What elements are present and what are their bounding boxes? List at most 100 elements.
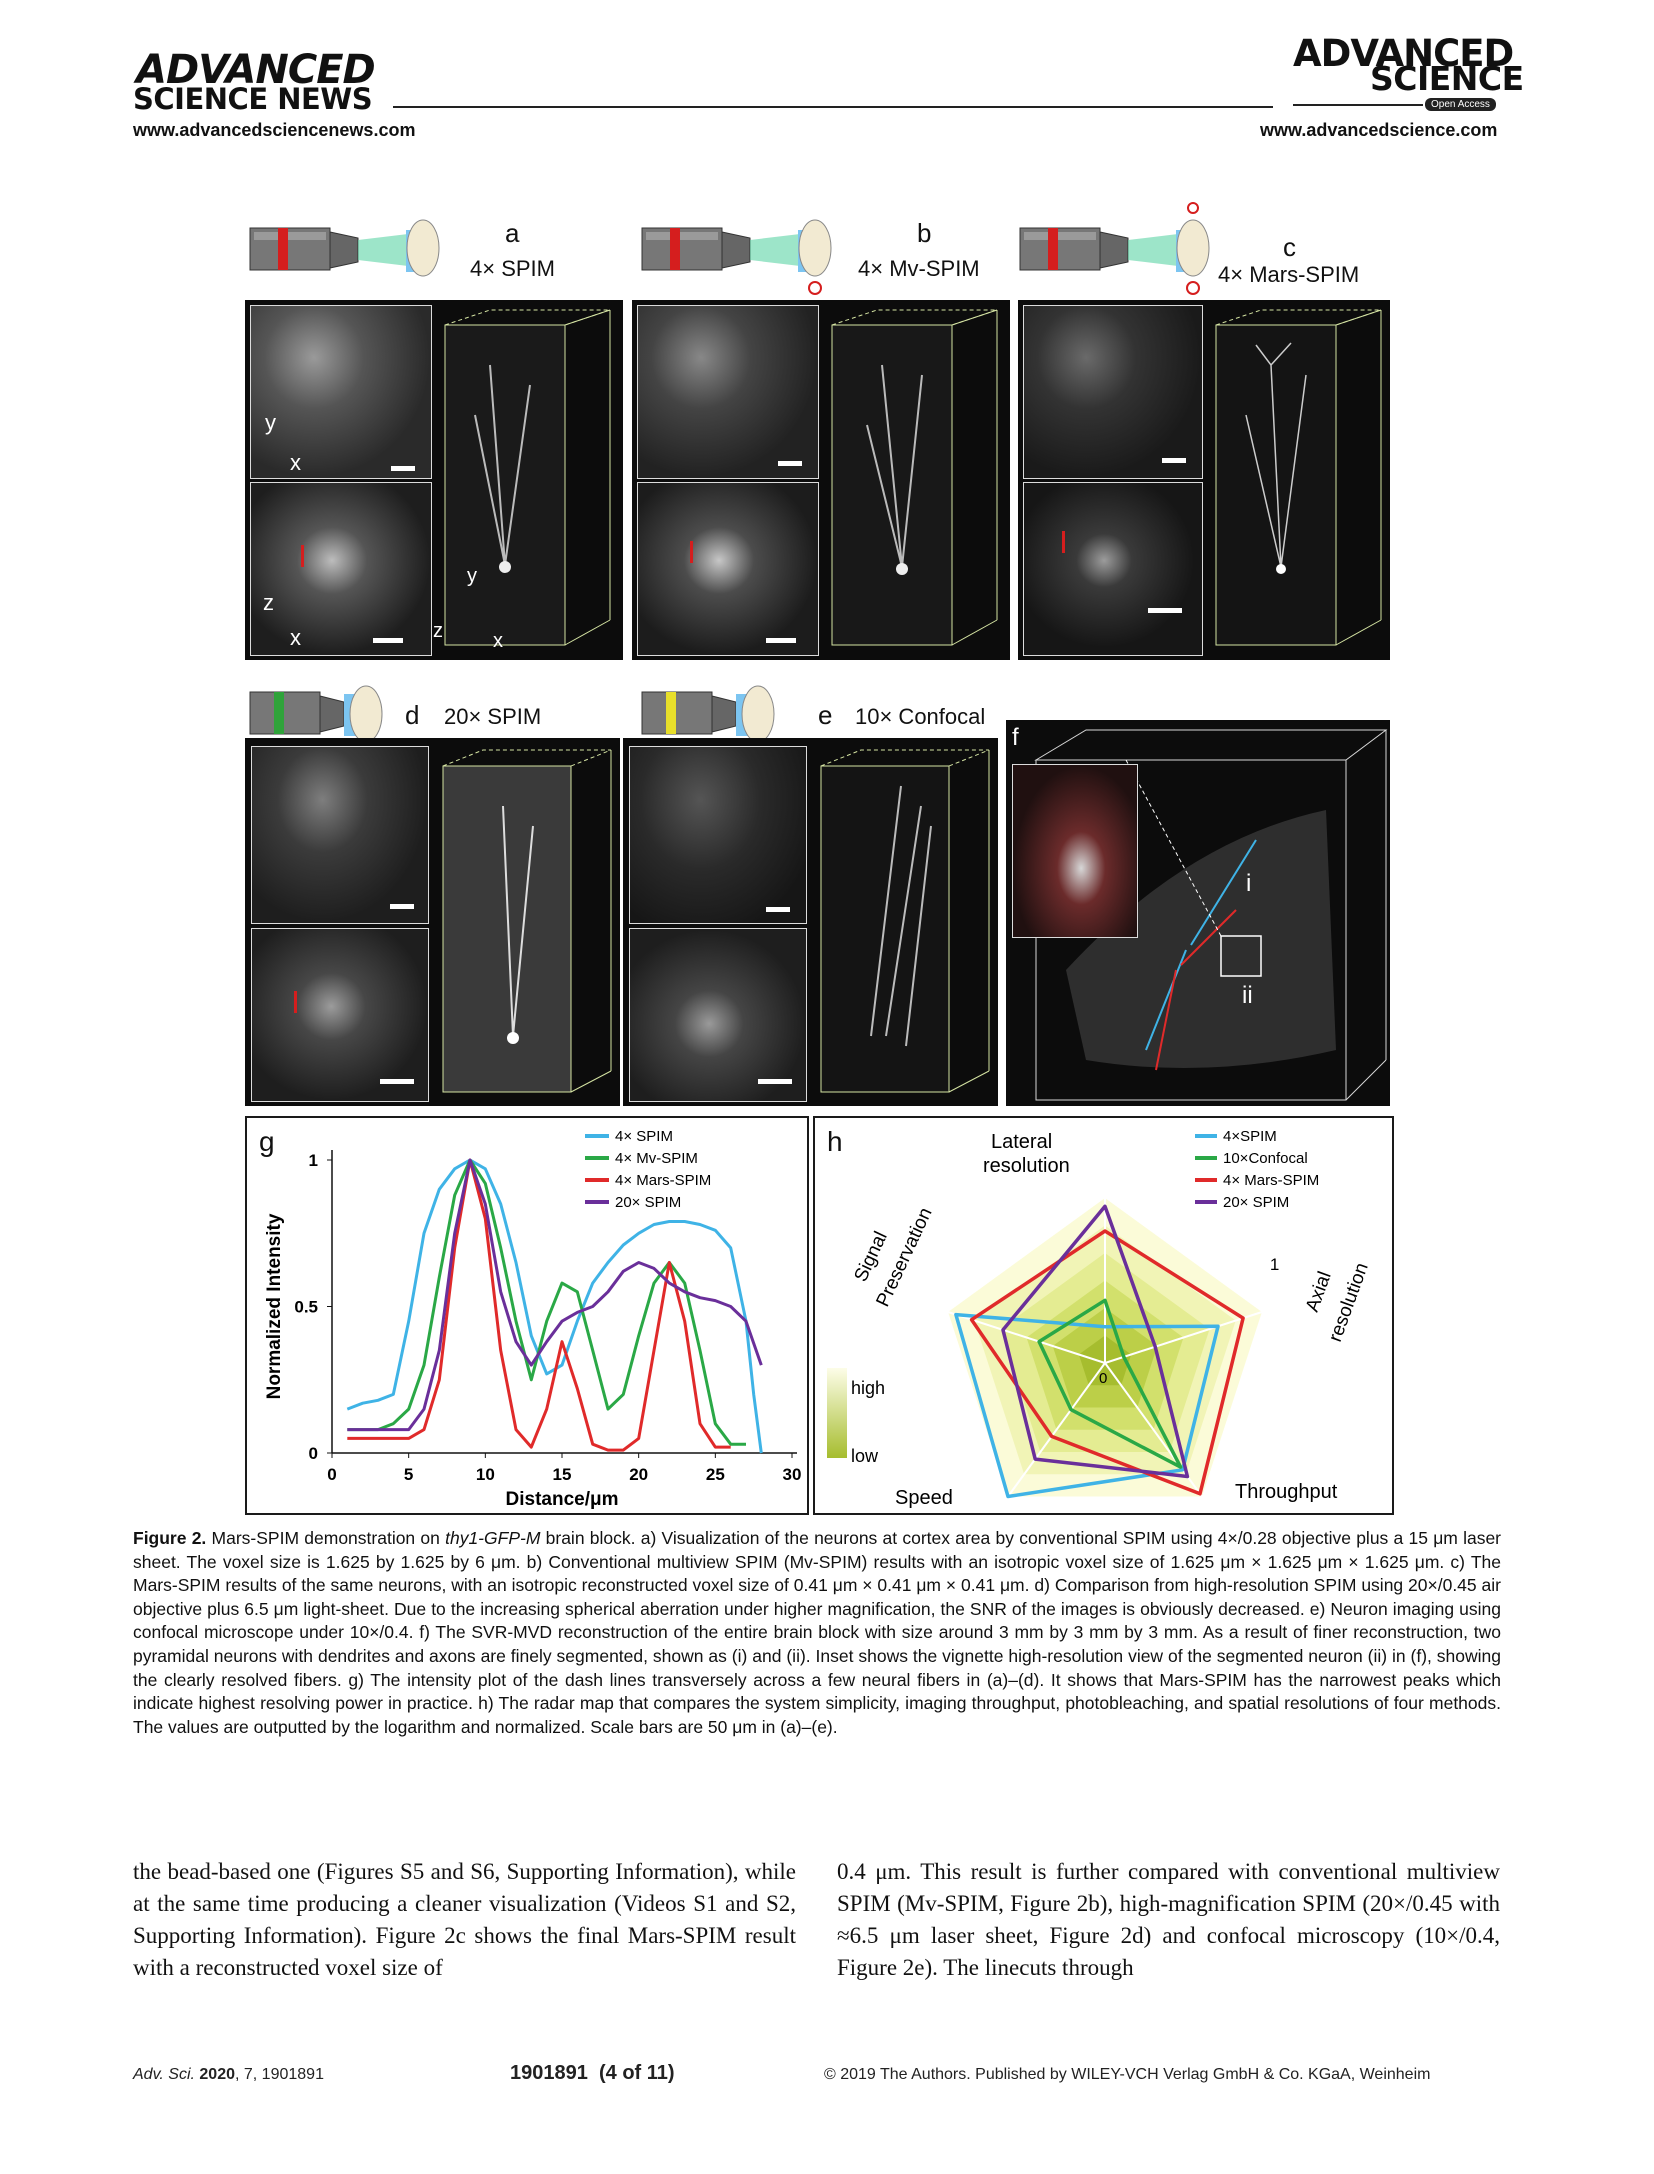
series-line-3 <box>347 1158 763 1432</box>
axis-label-lateral: Lateral <box>991 1131 1052 1153</box>
legend-label: 4× Mars-SPIM <box>615 1172 711 1189</box>
x-axis-title: Distance/μm <box>506 1489 619 1510</box>
series-line-2 <box>347 1158 731 1452</box>
footer-page-number: 1901891 (4 of 11) <box>510 2062 675 2084</box>
radar-series-1 <box>1037 1298 1183 1469</box>
footer-copyright: © 2019 The Authors. Published by WILEY-V… <box>824 2066 1431 2083</box>
footer-journal: Adv. Sci. <box>133 2066 195 2083</box>
colorbar-low-label: low <box>851 1446 879 1466</box>
linecut-marker <box>690 541 693 563</box>
scale-bar <box>778 461 802 466</box>
footer-citation: Adv. Sci. 2020, 7, 1901891 <box>133 2066 324 2084</box>
body-right-column: 0.4 μm. This result is further compared … <box>837 1859 1500 1980</box>
left-url[interactable]: www.advancedsciencenews.com <box>133 120 416 140</box>
series-line-0 <box>346 1158 763 1454</box>
panel-b-3d-volume <box>831 309 998 646</box>
y-axis-title: Normalized Intensity <box>264 1213 285 1399</box>
panel-c-letter: c <box>1283 232 1296 262</box>
y-tick-label: 0.5 <box>294 1298 318 1317</box>
panel-b-title: 4× Mv-SPIM <box>858 256 980 281</box>
panel-b-xz-view <box>637 482 819 656</box>
intensity-line-chart: 0 5 10 15 20 25 30 0 0.5 1 Distance/μm Normalized I… <box>264 1128 802 1510</box>
colorbar <box>827 1368 847 1458</box>
legend-label: 20× SPIM <box>615 1194 681 1211</box>
axis-label-y: y <box>265 410 276 435</box>
panel-d-letter: d <box>405 700 420 730</box>
x-tick-label: 5 <box>404 1465 413 1484</box>
scale-bar <box>1148 608 1182 613</box>
right-url[interactable]: www.advancedscience.com <box>1260 120 1498 140</box>
panel-c-xz-view <box>1023 482 1203 656</box>
radar-tick-0: 0 <box>1099 1370 1107 1387</box>
panel-d-xz-view <box>251 928 429 1102</box>
panel-h: h high low 0 1 4×SPIM 10×Confocal 4× Mars-SPIM… <box>813 1116 1394 1515</box>
footer-year: 2020 <box>194 2066 235 2083</box>
right-logo-line2: SCIENCE <box>1370 59 1524 98</box>
radar-series-3 <box>1001 1204 1190 1479</box>
panel-f-inset <box>1012 764 1138 938</box>
y-tick-label: 1 <box>309 1151 318 1170</box>
figure-caption: Figure 2. Mars-SPIM demonstration on thy… <box>133 1527 1501 1739</box>
x-tick-label: 10 <box>476 1465 495 1484</box>
axis-label-x: x <box>290 625 301 650</box>
radar-series-2 <box>969 1229 1245 1496</box>
panel-g-letter: g <box>259 1126 275 1157</box>
panel-a-letter: a <box>505 218 520 248</box>
scale-bar <box>390 904 414 909</box>
panel-c-3d-volume <box>1215 309 1382 646</box>
series-line-1 <box>347 1158 746 1446</box>
panel-e-xz-view <box>629 928 807 1102</box>
scale-bar <box>391 466 415 471</box>
y-tick-label: 0 <box>309 1444 318 1463</box>
radar-series-0 <box>954 1312 1220 1499</box>
panel-b-letter: b <box>917 218 932 248</box>
neuron-label-ii: ii <box>1242 982 1253 1009</box>
axis-label-z: z <box>263 590 274 615</box>
left-logo-line2: SCIENCE NEWS <box>133 82 373 116</box>
right-logo-rule <box>1293 104 1423 106</box>
right-logo-line1: ADVANCED <box>1293 32 1514 75</box>
x-tick-label: 0 <box>327 1465 336 1484</box>
scale-bar <box>1162 458 1186 463</box>
axis-label-speed: Speed <box>895 1487 953 1509</box>
panel-a-xz-view <box>250 482 432 656</box>
axis-label-y: y <box>467 565 477 587</box>
caption-text-2: brain block. a) Visualization of the neu… <box>133 1528 1502 1737</box>
objective-icon-c <box>1019 202 1210 295</box>
legend-label: 10×Confocal <box>1223 1150 1308 1167</box>
axis-label-x: x <box>493 630 503 652</box>
panel-h-letter: h <box>827 1126 843 1157</box>
x-tick-label: 30 <box>783 1465 802 1484</box>
panel-c <box>1018 300 1390 660</box>
open-access-badge: Open Access <box>1425 98 1496 111</box>
panel-e-xy-view <box>629 746 807 924</box>
scale-bar <box>373 638 403 643</box>
x-tick-label: 25 <box>706 1465 725 1484</box>
panel-d-3d-volume <box>442 749 612 1093</box>
scale-bar <box>766 638 796 643</box>
panel-f-letter: f <box>1012 724 1019 751</box>
panel-a-xy-view <box>250 305 432 479</box>
panel-e <box>623 738 998 1106</box>
panel-b <box>632 300 1010 660</box>
linecut-marker <box>301 545 304 567</box>
legend-label: 4×SPIM <box>1223 1128 1277 1145</box>
panel-e-title: 10× Confocal <box>855 704 986 729</box>
header-rule <box>393 106 1273 108</box>
radar-spoke <box>1007 1362 1106 1498</box>
colorbar-high-label: high <box>851 1378 885 1398</box>
axis-label-axial: Axial <box>1302 1269 1336 1315</box>
objective-icon-a <box>249 219 440 277</box>
radar-chart: high low 0 1 4×SPIM 10×Confocal 4× Mars-SPIM 20… <box>827 1128 1373 1509</box>
panel-d-title: 20× SPIM <box>444 704 542 729</box>
x-tick-label: 15 <box>553 1465 572 1484</box>
caption-label: Figure 2. <box>133 1528 207 1548</box>
legend-label: 4× Mv-SPIM <box>615 1150 698 1167</box>
objective-icon-e <box>641 685 775 743</box>
x-tick-label: 20 <box>629 1465 648 1484</box>
scale-bar <box>766 907 790 912</box>
objective-icon-d <box>249 685 383 743</box>
panel-a: y x z x y z x <box>245 300 623 660</box>
legend-label: 20× SPIM <box>1223 1194 1289 1211</box>
footer-volume: , 7, 1901891 <box>235 2066 324 2083</box>
